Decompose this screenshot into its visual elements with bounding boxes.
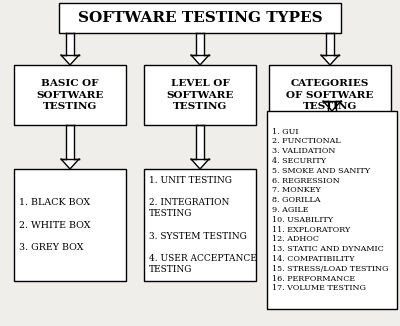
- Text: BASIC OF
SOFTWARE
TESTING: BASIC OF SOFTWARE TESTING: [36, 80, 104, 111]
- FancyBboxPatch shape: [267, 111, 397, 309]
- FancyBboxPatch shape: [144, 65, 256, 125]
- Polygon shape: [191, 55, 209, 65]
- FancyBboxPatch shape: [144, 169, 256, 281]
- Text: CATEGORIES
OF SOFTWARE
TESTING: CATEGORIES OF SOFTWARE TESTING: [286, 80, 374, 111]
- Text: 1. GUI
2. FUNCTIONAL
3. VALIDATION
4. SECURITY
5. SMOKE AND SANITY
6. REGRESSION: 1. GUI 2. FUNCTIONAL 3. VALIDATION 4. SE…: [272, 127, 388, 292]
- FancyBboxPatch shape: [14, 169, 126, 281]
- Polygon shape: [323, 101, 341, 111]
- Text: LEVEL OF
SOFTWARE
TESTING: LEVEL OF SOFTWARE TESTING: [166, 80, 234, 111]
- Bar: [66, 33, 74, 55]
- FancyBboxPatch shape: [269, 65, 391, 125]
- Polygon shape: [321, 55, 339, 65]
- Text: SOFTWARE TESTING TYPES: SOFTWARE TESTING TYPES: [78, 11, 322, 25]
- FancyBboxPatch shape: [59, 3, 341, 33]
- Bar: [196, 33, 204, 55]
- Bar: [196, 125, 204, 159]
- Polygon shape: [191, 159, 209, 169]
- Bar: [326, 33, 334, 55]
- Polygon shape: [61, 55, 79, 65]
- Text: 1. UNIT TESTING

2. INTEGRATION
TESTING

3. SYSTEM TESTING

4. USER ACCEPTANCE
T: 1. UNIT TESTING 2. INTEGRATION TESTING 3…: [149, 176, 257, 274]
- Bar: [66, 125, 74, 159]
- Polygon shape: [61, 159, 79, 169]
- Bar: [328, 101, 336, 125]
- FancyBboxPatch shape: [14, 65, 126, 125]
- Text: 1. BLACK BOX

2. WHITE BOX

3. GREY BOX: 1. BLACK BOX 2. WHITE BOX 3. GREY BOX: [19, 198, 90, 252]
